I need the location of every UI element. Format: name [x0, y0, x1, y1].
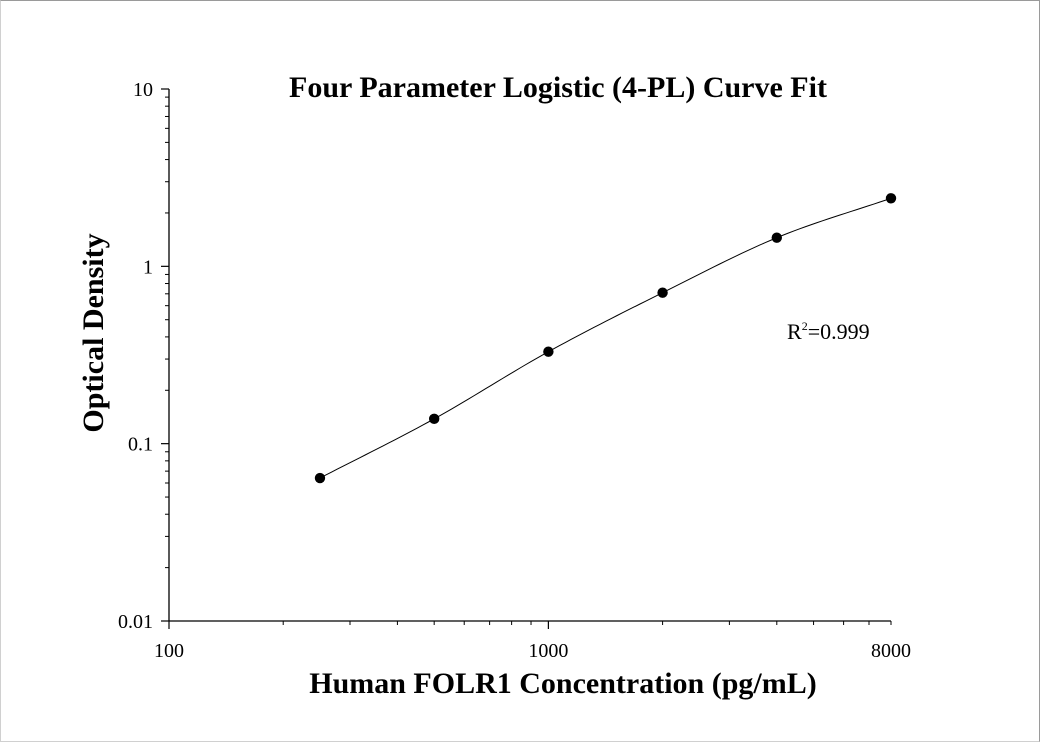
x-tick-label: 1000 — [528, 640, 568, 662]
y-tick-label: 1 — [143, 256, 153, 278]
y-tick-label: 0.01 — [118, 611, 153, 633]
data-point — [885, 193, 897, 204]
y-axis-title: Optical Density — [77, 233, 110, 432]
x-axis-title: Human FOLR1 Concentration (pg/mL) — [309, 667, 817, 700]
y-tick-label: 0.1 — [128, 434, 153, 456]
r-squared-annotation: R2=0.999 — [787, 319, 870, 344]
data-points — [314, 193, 897, 484]
x-tick-label: 100 — [154, 640, 184, 662]
r-squared-superscript: 2 — [802, 319, 808, 333]
x-tick-label: 8000 — [871, 640, 911, 662]
r-squared-base: R — [787, 319, 802, 344]
chart-title: Four Parameter Logistic (4-PL) Curve Fit — [289, 71, 827, 104]
plot-axes — [168, 89, 891, 622]
data-point — [428, 413, 440, 425]
axis-ticks — [161, 88, 892, 629]
r-squared-value: =0.999 — [808, 319, 870, 344]
data-point — [771, 232, 782, 243]
data-point — [314, 472, 326, 484]
data-point — [543, 346, 554, 357]
y-tick-label: 10 — [133, 79, 153, 101]
tick-labels: 0.01 0.1 1 10 100 1000 8000 — [118, 79, 911, 662]
fit-curve — [319, 197, 892, 479]
data-point — [657, 287, 668, 298]
